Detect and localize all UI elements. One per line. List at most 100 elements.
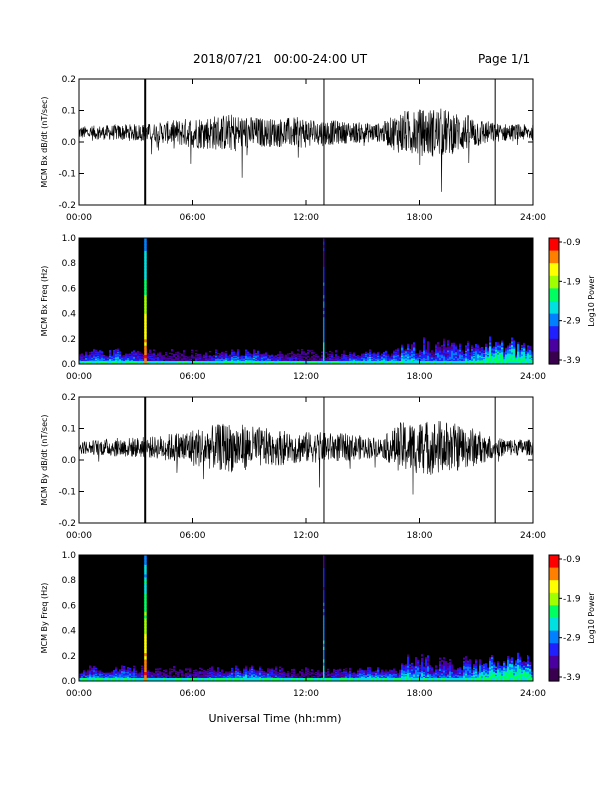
spectrogram-cell — [513, 358, 516, 361]
spectrogram-cell — [229, 672, 232, 674]
spectrogram-cell — [311, 357, 314, 359]
spectrogram-cell — [155, 356, 158, 358]
spectrogram-cell — [219, 354, 222, 356]
spectrogram-cell — [199, 675, 202, 677]
spectrogram-cell — [357, 357, 360, 359]
spectrogram-cell — [93, 674, 96, 676]
spectrogram-cell — [219, 361, 222, 364]
spectrogram-cell — [203, 676, 206, 678]
spectrogram-cell — [157, 359, 160, 361]
spectrogram-cell — [473, 351, 476, 353]
spectrogram-cell — [379, 358, 382, 360]
spectrogram-cell — [321, 672, 324, 675]
spectrogram-cell — [529, 351, 532, 353]
spectrogram-cell — [131, 354, 134, 356]
spectrogram-cell — [439, 357, 442, 360]
spectrogram-cell — [243, 678, 246, 681]
spectrogram-cell — [419, 351, 422, 353]
spectrogram-cell — [283, 676, 286, 678]
spectrogram-cell — [263, 356, 266, 358]
spectrogram-cell — [357, 361, 360, 364]
spectrogram-event — [322, 319, 325, 324]
spectrogram-cell — [403, 352, 406, 354]
spectrogram-cell — [129, 360, 132, 362]
spectrogram-cell — [129, 671, 132, 673]
spectrogram-cell — [403, 356, 406, 358]
spectrogram-cell — [99, 674, 102, 676]
spectrogram-cell — [281, 358, 284, 360]
spectrogram-cell — [189, 668, 192, 671]
spectrogram-cell — [237, 361, 240, 364]
spectrogram-cell — [193, 677, 196, 679]
spectrogram-cell — [253, 353, 256, 355]
spectrogram-cell — [287, 674, 290, 676]
spectrogram-cell — [295, 357, 298, 359]
spectrogram-cell — [95, 358, 98, 360]
spectrogram-cell — [507, 353, 510, 355]
spectrogram-event — [322, 357, 325, 362]
spectrogram-cell — [383, 353, 386, 356]
spectrogram-cell — [315, 356, 318, 358]
spectrogram-cell — [81, 676, 84, 678]
spectrogram-cell — [227, 676, 230, 678]
spectrogram-cell — [195, 672, 198, 674]
spectrogram-cell — [167, 676, 170, 678]
spectrogram-cell — [507, 346, 510, 349]
spectrogram-cell — [455, 361, 458, 364]
spectrogram-cell — [155, 672, 158, 674]
spectrogram-cell — [311, 359, 314, 361]
spectrogram-cell — [355, 361, 358, 364]
spectrogram-cell — [271, 670, 274, 672]
spectrogram-cell — [527, 347, 530, 350]
spectrogram-cell — [149, 675, 152, 677]
spectrogram-cell — [233, 360, 236, 362]
spectrogram-cell — [489, 336, 492, 339]
spectrogram-cell — [103, 355, 106, 357]
spectrogram-cell — [453, 358, 456, 361]
spectrogram-cell — [215, 355, 218, 357]
spectrogram-cell — [261, 669, 264, 671]
spectrogram-cell — [157, 361, 160, 364]
spectrogram-event — [322, 272, 325, 277]
spectrogram-cell — [497, 358, 500, 361]
spectrogram-cell — [147, 355, 150, 357]
spectrogram-cell — [205, 360, 208, 362]
spectrogram-cell — [185, 676, 188, 679]
spectrogram-cell — [93, 672, 96, 674]
spectrogram-cell — [247, 359, 250, 362]
spectrogram-cell — [453, 347, 456, 350]
spectrogram-cell — [529, 361, 532, 364]
spectrogram-cell — [321, 677, 324, 679]
spectrogram-cell — [497, 354, 500, 357]
spectrogram-cell — [259, 361, 262, 364]
spectrogram-cell — [277, 677, 280, 679]
spectrogram-cell — [263, 353, 266, 355]
spectrogram-cell — [393, 357, 396, 360]
spectrogram-cell — [363, 360, 366, 362]
spectrogram-cell — [183, 351, 186, 353]
spectrogram-cell — [367, 360, 370, 362]
spectrogram-cell — [467, 350, 470, 353]
spectrogram-cell — [249, 678, 252, 681]
spectrogram-cell — [123, 361, 126, 364]
spectrogram-cell — [445, 354, 448, 356]
spectrogram-cell — [273, 675, 276, 677]
spectrogram-cell — [217, 673, 220, 676]
spectrogram-cell — [485, 347, 488, 350]
spectrogram-cell — [513, 350, 516, 353]
spectrogram-cell — [193, 675, 196, 677]
spectrogram-cell — [531, 360, 534, 362]
spectrogram-cell — [491, 357, 494, 360]
spectrogram-cell — [523, 348, 526, 351]
spectrogram-cell — [123, 672, 126, 674]
spectrogram-cell — [325, 359, 328, 361]
spectrogram-cell — [85, 673, 88, 675]
spectrogram-cell — [423, 337, 426, 340]
spectrogram-cell — [473, 352, 476, 354]
spectrogram-cell — [475, 345, 478, 348]
spectrogram-cell — [265, 353, 268, 355]
spectrogram-cell — [107, 359, 110, 361]
spectrogram-cell — [223, 674, 226, 676]
spectrogram-cell — [385, 352, 388, 354]
spectrogram-event — [144, 335, 147, 340]
